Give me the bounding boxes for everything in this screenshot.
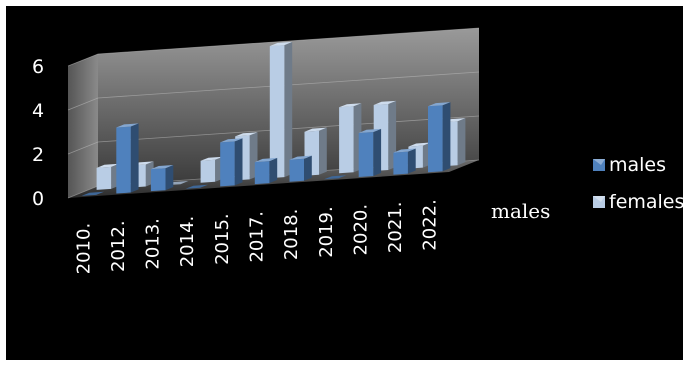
legend-swatch-highlight (593, 196, 605, 202)
x-tick-label: 2012. (108, 220, 129, 272)
bar-side (373, 128, 382, 176)
bar-top (150, 165, 174, 170)
bar-side (442, 102, 451, 172)
bar-side (319, 127, 327, 175)
x-tick-label: 2022. (420, 199, 441, 251)
side-wall (68, 54, 98, 198)
bar-top (96, 163, 119, 168)
bar-front (200, 159, 216, 183)
bar-front (393, 151, 408, 175)
x-tick-label: 2010. (73, 223, 94, 275)
y-tick-label: 4 (32, 100, 44, 122)
bar-top (358, 128, 382, 133)
bar-top (304, 127, 327, 132)
bar-top (81, 191, 104, 196)
bar-front (220, 141, 235, 187)
bar-front (269, 45, 285, 179)
bar-top (235, 132, 258, 137)
bar-top (269, 41, 293, 47)
y-tick-label: 6 (32, 56, 44, 78)
legend-label: males (609, 154, 666, 176)
bar-top (116, 123, 139, 128)
bar-front (150, 168, 166, 192)
legend: males females (593, 154, 684, 213)
x-tick-label: 2020. (350, 204, 371, 256)
bar-top (339, 103, 362, 108)
x-tick-label: 2015. (212, 213, 233, 265)
x-tick-label: 2014. (177, 216, 198, 268)
bar-side (165, 165, 174, 191)
x-tick-label: 2013. (143, 218, 164, 270)
bar-top (393, 148, 416, 153)
bar-side (130, 123, 139, 193)
bar-side (304, 155, 312, 181)
bar-top (289, 155, 312, 160)
bar-side (284, 41, 293, 178)
bar-top (428, 102, 451, 107)
bar-top (200, 156, 223, 161)
gridline (67, 71, 480, 111)
x-tick-label: 2017. (247, 211, 268, 263)
bar-front (116, 126, 131, 194)
bar-side (457, 118, 466, 166)
x-tick-label: 2019. (316, 206, 337, 258)
bar-front (254, 161, 270, 185)
bar-front (358, 132, 374, 177)
bar-top (373, 100, 397, 105)
legend-swatch-highlight (593, 159, 605, 165)
bar-side (269, 157, 278, 184)
bar-front (428, 105, 443, 173)
bar-top (220, 138, 243, 143)
y-tick-label: 2 (32, 144, 44, 166)
y-tick-label: 0 (32, 188, 44, 210)
bar-front (339, 106, 354, 174)
bar-side (234, 138, 243, 186)
bar-top (254, 157, 278, 163)
bar-front (289, 158, 304, 182)
bar-side (407, 148, 416, 174)
depth-axis-label: males (491, 199, 550, 223)
bar-top (185, 184, 208, 189)
x-tick-label: 2021. (385, 202, 406, 254)
plot-area: 0 2 4 6 2010. 2012. 2013. 2014. 2015. 2017. 2018. 2… (32, 27, 550, 275)
x-tick-label: 2018. (281, 209, 302, 261)
bar-top (324, 175, 347, 180)
legend-label: females (609, 191, 684, 213)
bar-top (408, 142, 431, 147)
bar-front (96, 166, 112, 190)
gridline (67, 27, 480, 67)
